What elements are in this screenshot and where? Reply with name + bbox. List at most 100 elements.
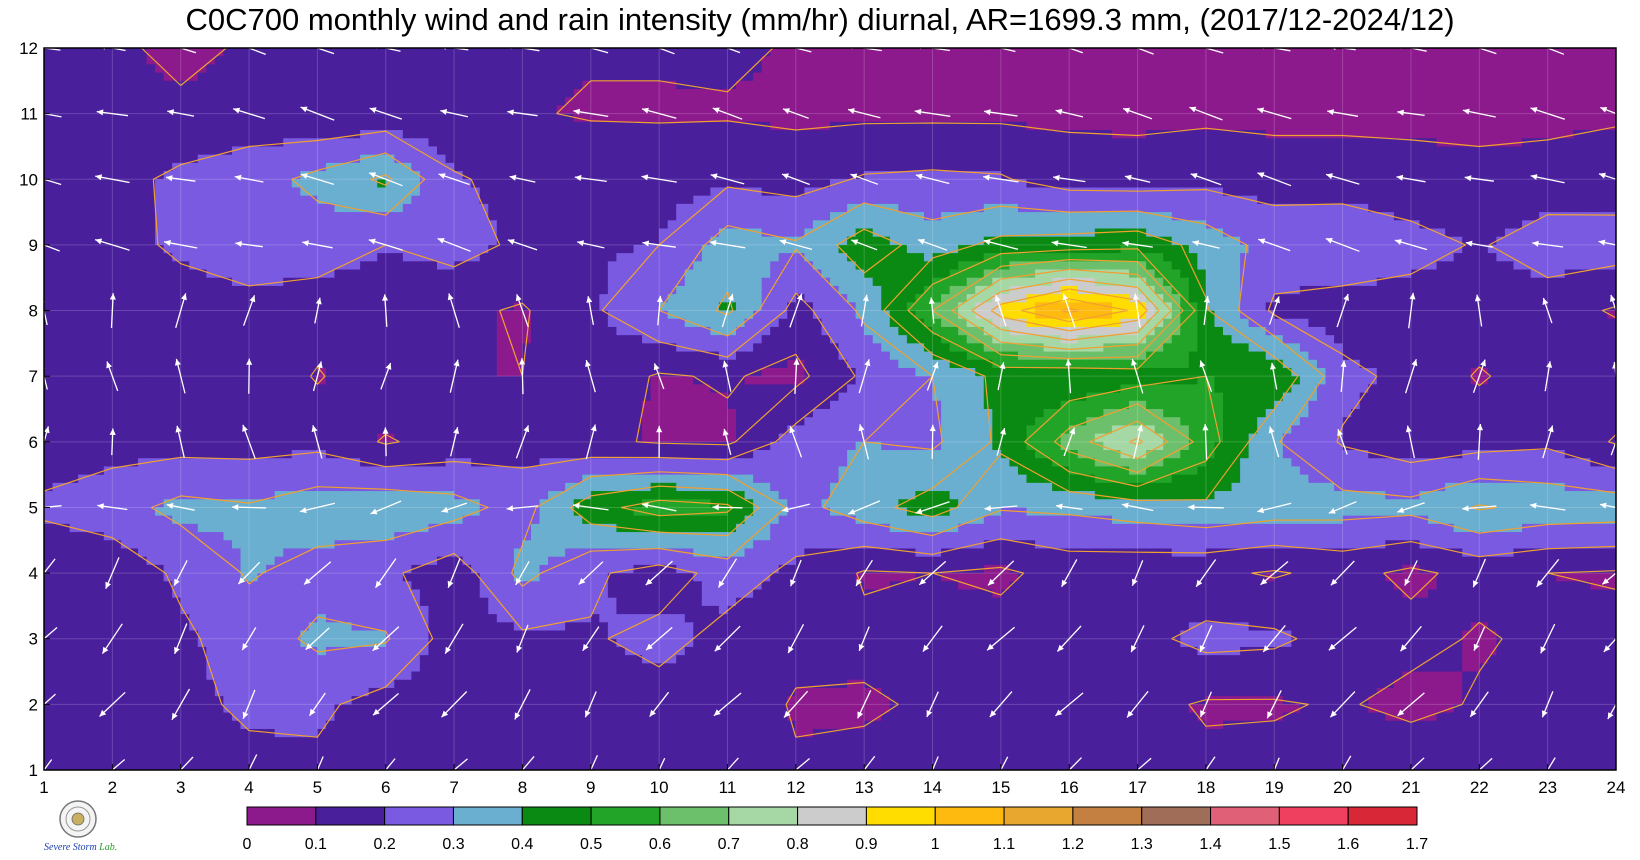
- contour-cell: [103, 171, 113, 180]
- contour-cell: [1504, 179, 1515, 189]
- contour-cell: [471, 171, 481, 180]
- contour-cell: [505, 187, 515, 197]
- contour-cell: [1129, 48, 1139, 57]
- contour-cell: [847, 48, 857, 57]
- contour-cell: [1496, 154, 1506, 164]
- contour-cell: [1598, 244, 1609, 254]
- contour-cell: [1462, 253, 1472, 262]
- contour-cell: [1205, 212, 1216, 221]
- contour-cell: [402, 80, 412, 90]
- contour-cell: [650, 253, 660, 262]
- contour-cell: [1077, 162, 1087, 172]
- contour-cell: [1129, 195, 1139, 205]
- contour-cell: [633, 220, 643, 230]
- contour-cell: [599, 154, 609, 164]
- contour-cell: [1069, 154, 1079, 164]
- contour-cell: [266, 48, 276, 57]
- contour-cell: [1248, 121, 1258, 131]
- contour-cell: [1573, 89, 1583, 98]
- contour-cell: [932, 48, 942, 57]
- contour-cell: [633, 121, 643, 131]
- contour-cell: [889, 244, 899, 254]
- contour-cell: [983, 162, 993, 172]
- contour-cell: [949, 89, 959, 98]
- contour-cell: [701, 179, 711, 189]
- contour-cell: [804, 80, 814, 90]
- contour-cell: [471, 162, 481, 172]
- contour-cell: [1334, 72, 1344, 82]
- contour-cell: [847, 187, 857, 197]
- contour-cell: [1146, 80, 1156, 90]
- contour-cell: [317, 244, 327, 254]
- contour-cell: [744, 105, 754, 115]
- contour-cell: [52, 89, 62, 98]
- contour-cell: [736, 80, 746, 90]
- contour-cell: [1111, 64, 1122, 74]
- contour-cell: [223, 72, 233, 82]
- contour-cell: [753, 212, 763, 221]
- contour-cell: [565, 154, 575, 164]
- contour-cell: [992, 64, 1002, 74]
- contour-cell: [966, 105, 976, 115]
- contour-cell: [1462, 72, 1472, 82]
- contour-cell: [522, 89, 532, 98]
- contour-cell: [1530, 48, 1540, 57]
- contour-cell: [69, 121, 79, 131]
- contour-cell: [1487, 228, 1497, 238]
- contour-cell: [385, 80, 395, 90]
- contour-cell: [1308, 236, 1318, 246]
- contour-cell: [633, 105, 643, 115]
- contour-cell: [718, 253, 729, 262]
- contour-cell: [189, 171, 199, 180]
- contour-cell: [650, 162, 660, 172]
- contour-cell: [1026, 113, 1036, 123]
- contour-cell: [582, 48, 592, 57]
- contour-cell: [590, 146, 600, 156]
- contour-cell: [394, 80, 404, 90]
- contour-cell: [889, 121, 899, 131]
- contour-cell: [522, 138, 532, 148]
- contour-cell: [1470, 244, 1480, 254]
- contour-cell: [44, 179, 54, 189]
- contour-cell: [1385, 203, 1395, 213]
- contour-cell: [1530, 195, 1540, 205]
- contour-cell: [847, 212, 857, 221]
- contour-cell: [753, 113, 763, 123]
- contour-cell: [1573, 72, 1583, 82]
- contour-cell: [1496, 228, 1506, 238]
- contour-cell: [377, 72, 387, 82]
- contour-cell: [753, 220, 763, 230]
- contour-cell: [1479, 130, 1489, 139]
- contour-cell: [120, 113, 131, 123]
- contour-cell: [676, 146, 686, 156]
- contour-cell: [676, 187, 686, 197]
- contour-cell: [78, 220, 88, 230]
- contour-cell: [488, 97, 498, 107]
- contour-cell: [496, 113, 506, 123]
- contour-cell: [1368, 195, 1378, 205]
- contour-cell: [522, 212, 532, 221]
- contour-cell: [197, 138, 207, 148]
- contour-cell: [129, 130, 139, 139]
- contour-cell: [949, 130, 959, 139]
- contour-cell: [539, 121, 549, 131]
- contour-cell: [283, 228, 293, 238]
- contour-cell: [1513, 212, 1523, 221]
- contour-cell: [78, 72, 88, 82]
- contour-cell: [1470, 171, 1480, 180]
- contour-cell: [1445, 179, 1455, 189]
- contour-cell: [471, 212, 481, 221]
- contour-cell: [428, 72, 438, 82]
- contour-cell: [1120, 113, 1130, 123]
- contour-cell: [667, 220, 677, 230]
- contour-cell: [1385, 121, 1395, 131]
- contour-cell: [710, 187, 720, 197]
- contour-cell: [454, 212, 464, 221]
- contour-cell: [274, 64, 284, 74]
- contour-cell: [795, 203, 805, 213]
- contour-cell: [189, 195, 199, 205]
- contour-cell: [1496, 220, 1506, 230]
- contour-cell: [385, 105, 395, 115]
- contour-cell: [1513, 171, 1523, 180]
- contour-cell: [334, 212, 344, 221]
